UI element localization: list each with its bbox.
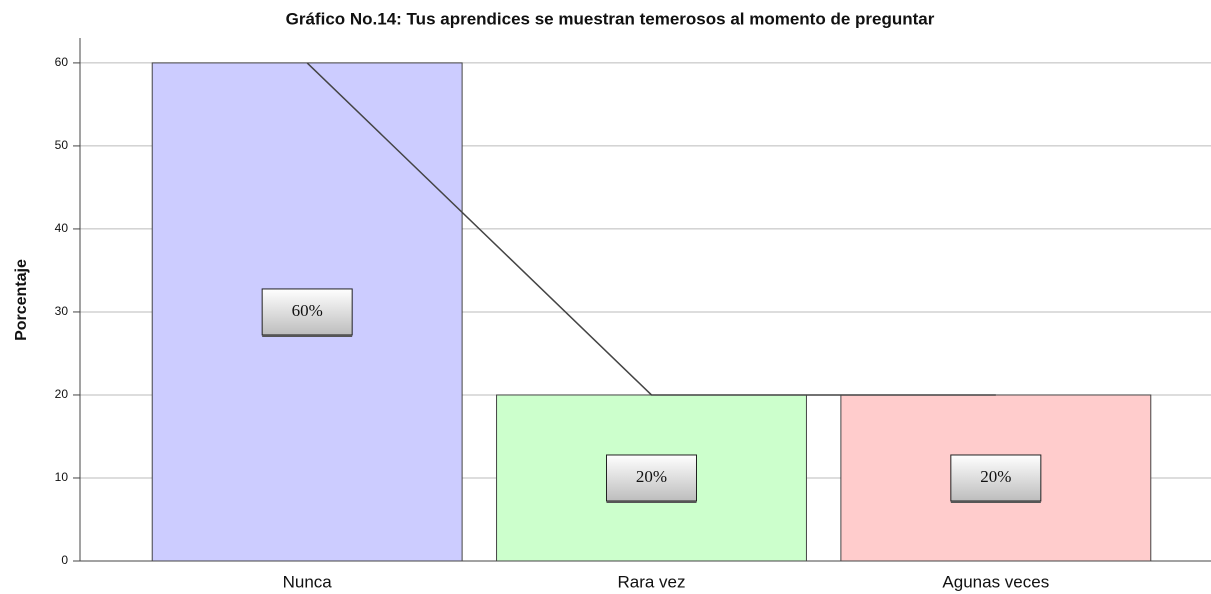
chart-title: Gráfico No.14: Tus aprendices se muestra…: [286, 9, 935, 28]
y-tick-label: 40: [55, 221, 69, 235]
x-tick-label: Agunas veces: [942, 572, 1049, 591]
x-tick-label: Nunca: [283, 572, 333, 591]
y-tick-label: 60: [55, 55, 69, 69]
y-tick-label: 0: [61, 553, 68, 567]
value-label: 60%: [292, 301, 323, 320]
line: [306, 62, 996, 396]
value-label-box: [261, 288, 353, 336]
x-tick-label: Rara vez: [617, 572, 685, 591]
y-tick-label: 20: [55, 387, 69, 401]
value-label: 20%: [636, 467, 667, 486]
y-tick-label: 50: [55, 138, 69, 152]
y-tick-label: 10: [55, 470, 69, 484]
value-label: 20%: [980, 467, 1011, 486]
y-tick-label: 30: [55, 304, 69, 318]
value-label-box: [606, 454, 697, 502]
y-axis-label: Porcentaje: [13, 259, 30, 341]
